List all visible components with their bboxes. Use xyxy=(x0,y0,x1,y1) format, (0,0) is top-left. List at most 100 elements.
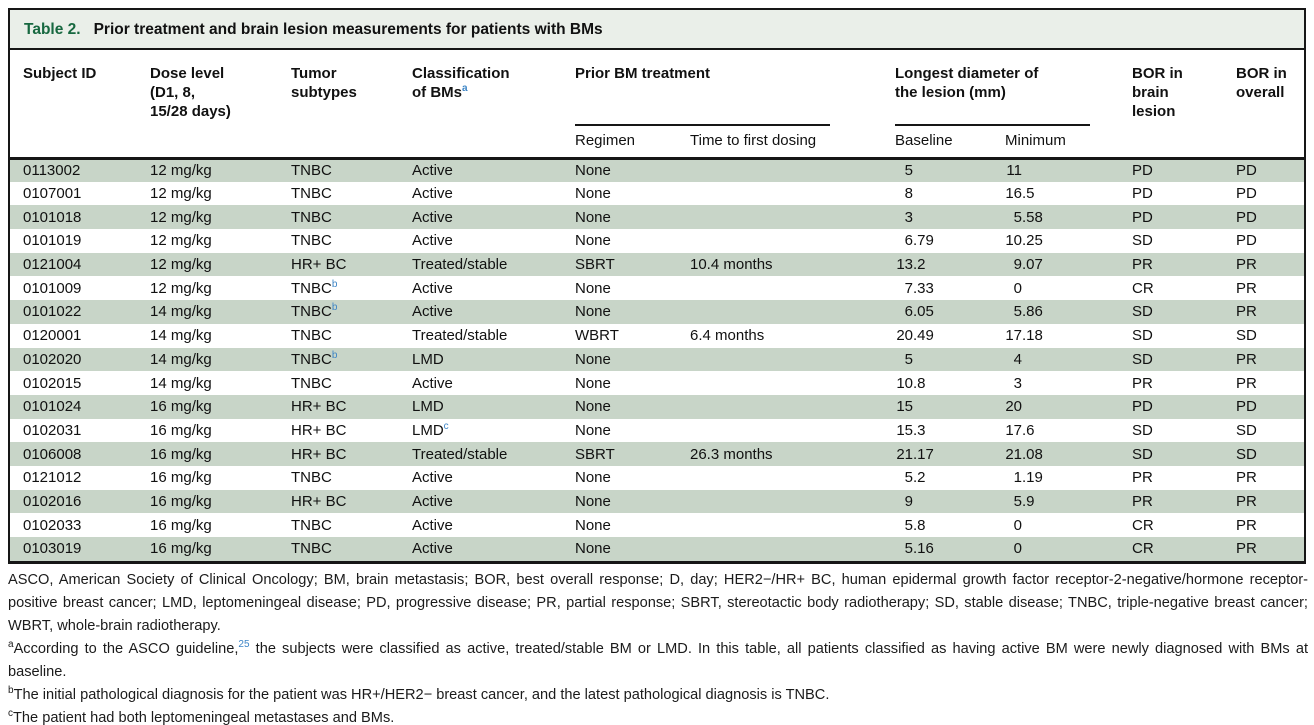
cell-bor-brain: PD xyxy=(1132,208,1153,226)
table-title-bar: Table 2. Prior treatment and brain lesion… xyxy=(10,10,1304,50)
cell-subject-id: 0102016 xyxy=(23,492,82,510)
cell-bor-brain: PR xyxy=(1132,256,1153,274)
table-row: 0102016 16 mg/kg HR+ BC Active None 9 5.9 PR PR xyxy=(10,489,1305,514)
cell-time-to-first-dosing xyxy=(677,158,882,182)
cell-subject-id: 0103019 xyxy=(23,540,82,558)
cell-bor-overall: SD xyxy=(1236,327,1257,345)
footnotes-section: ASCO, American Society of Clinical Oncol… xyxy=(8,569,1308,725)
cell-bor-overall: PR xyxy=(1236,303,1257,321)
col-header-regimen: Regimen xyxy=(562,126,677,160)
table-row: 0101018 12 mg/kg TNBC Active None 3 5.58 PD PD xyxy=(10,205,1305,230)
cell-regimen: None xyxy=(575,516,611,534)
table-title-text: Prior treatment and brain lesion measure… xyxy=(93,21,603,38)
table-row: 0103019 16 mg/kg TNBC Active None 5.16 0 CR PR xyxy=(10,537,1305,561)
cell-minimum: 0 xyxy=(1013,540,1022,558)
cell-minimum: 5.9 xyxy=(1013,492,1035,510)
table-row: 0113002 12 mg/kg TNBC Active None 5 11 PD PD xyxy=(10,158,1305,182)
col-group-longest-diameter-text: Longest diameter of the lesion (mm) xyxy=(895,65,1039,102)
cell-classification: Active xyxy=(412,303,453,321)
cell-regimen: None xyxy=(575,374,611,392)
footnote-b: bThe initial pathological diagnosis for … xyxy=(8,684,1308,707)
col-header-bor-brain: BOR in brain lesion xyxy=(1119,50,1224,160)
cell-classification: LMDc xyxy=(412,420,449,439)
cell-dose: 16 mg/kg xyxy=(150,421,212,439)
col-header-bor-overall-text: BOR in overall xyxy=(1236,65,1287,102)
col-header-dose-level-text: Dose level (D1, 8, 15/28 days) xyxy=(150,65,231,121)
cell-subject-id: 0102031 xyxy=(23,421,82,439)
cell-classification: Active xyxy=(412,162,453,180)
cell-footnote-marker: c xyxy=(443,420,449,432)
cell-dose: 16 mg/kg xyxy=(150,445,212,463)
cell-subtype: TNBCb xyxy=(291,278,338,297)
col-header-tumor-subtypes-text: Tumor subtypes xyxy=(291,65,357,102)
header-row-main: Subject ID Dose level (D1, 8, 15/28 days… xyxy=(10,50,1305,160)
cell-minimum: 16.5 xyxy=(1005,185,1035,203)
cell-baseline: 3 xyxy=(904,208,913,226)
cell-footnote-marker: b xyxy=(331,278,338,290)
cell-bor-brain: CR xyxy=(1132,516,1154,534)
col-group-prior-bm-treatment-text: Prior BM treatment xyxy=(575,65,711,82)
cell-subtype: HR+ BC xyxy=(291,445,347,463)
cell-dose: 12 mg/kg xyxy=(150,232,212,250)
cell-bor-brain: PR xyxy=(1132,374,1153,392)
cell-baseline: 5 xyxy=(904,162,913,180)
cell-time-to-first-dosing xyxy=(677,205,882,229)
col-header-classification: Classification of BMsa xyxy=(399,50,562,160)
cell-classification: Treated/stable xyxy=(412,256,508,274)
cell-time-to-first-dosing xyxy=(677,300,882,324)
cell-bor-brain: SD xyxy=(1132,327,1153,345)
cell-regimen: None xyxy=(575,303,611,321)
cell-minimum: 21.08 xyxy=(1005,445,1043,463)
cell-time-to-first-dosing xyxy=(677,466,882,490)
table-frame: Table 2. Prior treatment and brain lesion… xyxy=(8,8,1306,564)
cell-regimen: SBRT xyxy=(575,256,615,274)
cell-regimen: None xyxy=(575,232,611,250)
cell-classification: Active xyxy=(412,540,453,558)
cell-subject-id: 0106008 xyxy=(23,445,82,463)
table-row: 0101019 12 mg/kg TNBC Active None 6.79 10.25 SD… xyxy=(10,229,1304,253)
data-table: Subject ID Dose level (D1, 8, 15/28 days… xyxy=(10,50,1305,561)
cell-subtype: TNBCb xyxy=(291,349,338,368)
cell-bor-brain: PR xyxy=(1132,469,1153,487)
cell-classification: LMD xyxy=(412,350,444,368)
cell-regimen: None xyxy=(575,469,611,487)
table-row: 0101009 12 mg/kg TNBCb Active None 7.33 0 CR PR xyxy=(10,276,1304,300)
group-underline-rule xyxy=(895,124,1091,126)
cell-bor-brain: PD xyxy=(1132,185,1153,203)
cell-dose: 14 mg/kg xyxy=(150,350,212,368)
cell-regimen: None xyxy=(575,162,611,180)
cell-baseline: 5.16 xyxy=(904,540,934,558)
cell-baseline: 9 xyxy=(904,492,913,510)
cell-subtype: HR+ BC xyxy=(291,421,347,439)
cell-dose: 16 mg/kg xyxy=(150,540,212,558)
cell-minimum: 11 xyxy=(1006,162,1022,180)
cell-subject-id: 0101009 xyxy=(23,279,82,297)
table-row: 0102020 14 mg/kg TNBCb LMD None 5 4 SD PR xyxy=(10,347,1305,372)
footnote-a-text-post: the subjects were classified as active, … xyxy=(8,641,1309,680)
header-row-sub: Regimen Time to first dosing Baseline Mi… xyxy=(10,126,1304,160)
table-row: 0102015 14 mg/kg TNBC Active None 10.8 3 PR PR xyxy=(10,371,1304,395)
cell-dose: 12 mg/kg xyxy=(150,279,212,297)
cell-dose: 12 mg/kg xyxy=(150,185,212,203)
cell-subtype: TNBC xyxy=(291,540,332,558)
cell-minimum: 4 xyxy=(1013,350,1022,368)
table-body: 0113002 12 mg/kg TNBC Active None 5 11 PD PD 0107… xyxy=(10,158,1305,561)
cell-dose: 16 mg/kg xyxy=(150,492,212,510)
footnote-a-marker: a xyxy=(8,639,14,651)
cell-dose: 12 mg/kg xyxy=(150,256,212,274)
cell-subject-id: 0101019 xyxy=(23,232,82,250)
col-group-prior-bm-treatment: Prior BM treatment xyxy=(562,50,882,126)
cell-subject-id: 0107001 xyxy=(23,185,82,203)
cell-time-to-first-dosing xyxy=(677,419,882,443)
footnote-a-citation: 25 xyxy=(238,639,250,651)
group-underline-rule xyxy=(575,124,830,126)
cell-baseline: 15 xyxy=(896,398,913,416)
cell-subject-id: 0120001 xyxy=(23,327,82,345)
classification-footnote-marker: a xyxy=(462,83,468,95)
footnote-b-marker: b xyxy=(8,685,14,697)
col-header-baseline: Baseline xyxy=(882,126,992,160)
cell-bor-overall: PD xyxy=(1236,398,1257,416)
cell-regimen: SBRT xyxy=(575,445,615,463)
cell-subject-id: 0101022 xyxy=(23,303,82,321)
cell-bor-overall: PR xyxy=(1236,469,1257,487)
